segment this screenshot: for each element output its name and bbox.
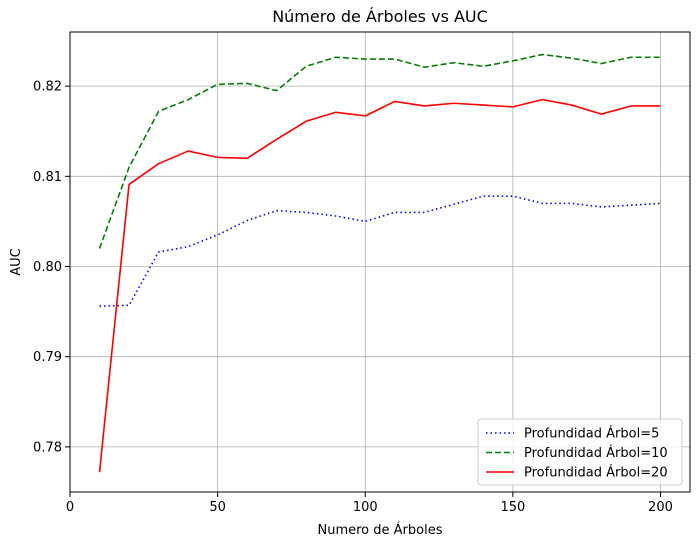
grid bbox=[69, 32, 690, 492]
x-tick-label: 0 bbox=[66, 500, 74, 515]
y-axis-label: AUC bbox=[9, 248, 24, 276]
x-tick-label: 150 bbox=[500, 500, 525, 515]
y-tick-label: 0.81 bbox=[33, 170, 62, 185]
chart-title: Número de Árboles vs AUC bbox=[272, 7, 488, 26]
axis-ticks: 0 50 100 150 200 0.78 0.79 0.80 0.81 0.82 bbox=[33, 80, 673, 515]
x-tick-label: 100 bbox=[353, 500, 378, 515]
y-tick-label: 0.79 bbox=[33, 350, 62, 365]
series-line-2 bbox=[98, 98, 661, 473]
x-axis-label: Numero de Árboles bbox=[318, 522, 443, 538]
plot-frame bbox=[69, 31, 691, 493]
series-line-1 bbox=[98, 53, 661, 249]
series-line-0 bbox=[99, 195, 661, 307]
legend-label-1: Profundidad Árbol=10 bbox=[524, 445, 668, 461]
x-tick-label: 200 bbox=[648, 500, 673, 515]
y-tick-label: 0.80 bbox=[33, 260, 62, 275]
legend-label-0: Profundidad Árbol=5 bbox=[524, 426, 659, 442]
legend: Profundidad Árbol=5 Profundidad Árbol=10 P… bbox=[477, 418, 683, 486]
y-tick-label: 0.82 bbox=[33, 80, 62, 95]
x-tick-label: 50 bbox=[209, 500, 226, 515]
y-tick-label: 0.78 bbox=[33, 440, 62, 455]
series-lines bbox=[98, 53, 661, 473]
legend-label-2: Profundidad Árbol=20 bbox=[524, 465, 668, 481]
legend-box bbox=[477, 418, 683, 486]
